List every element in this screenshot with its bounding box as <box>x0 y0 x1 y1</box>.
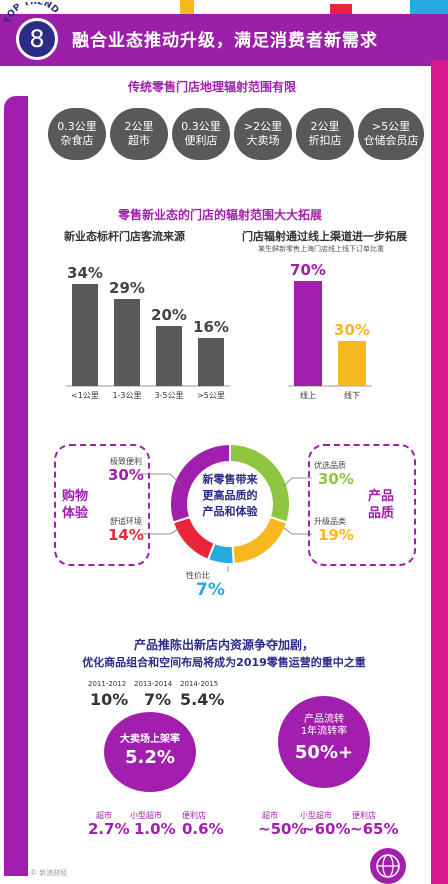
slice-label-category: 升级品类 <box>314 517 346 526</box>
product-quality-box <box>308 444 416 566</box>
decor-square <box>180 0 194 14</box>
decor-square <box>410 0 448 14</box>
turnover-line1: 产品流转 <box>304 714 344 725</box>
shopping-experience-box <box>54 444 150 566</box>
right-rail <box>431 60 448 884</box>
year-label-2013: 2013-2014 <box>134 680 173 688</box>
right-bar-chart: 70% 线上 30% 线下 <box>288 261 372 400</box>
bar-category-label-0: <1公里 <box>71 391 99 400</box>
bar-1 <box>114 299 140 386</box>
trend-number: 8 <box>16 18 58 60</box>
slice-value-category: 19% <box>318 526 354 544</box>
year-value-2014: 5.4% <box>180 690 225 709</box>
decor-square <box>330 4 352 14</box>
slice-value-quality: 30% <box>318 470 354 488</box>
chip-supermarket: 2公里 超市 <box>110 108 168 160</box>
bar-category-label-0: 线上 <box>300 390 316 400</box>
bar-value-label-1: 30% <box>334 321 370 339</box>
chip-hypermarket: >2公里 大卖场 <box>234 108 292 160</box>
left-rail <box>4 96 28 876</box>
right-small-label-1: 小型超市 <box>300 811 332 820</box>
chip-discount-store: 2公里 折扣店 <box>296 108 354 160</box>
donut-slice-4 <box>169 442 231 524</box>
section4-title-line2: 优化商品组合和空间布局将成为2019零售运营的重中之重 <box>82 656 366 669</box>
right-chart-title: 门店辐射通过线上渠道进一步拓展 <box>242 230 407 243</box>
bar-category-label-1: 1-3公里 <box>112 391 141 400</box>
year-value-2011: 10% <box>90 690 129 709</box>
right-small-value-1: ~60% <box>302 820 351 838</box>
left-small-label-1: 小型超市 <box>130 811 162 820</box>
section2-title: 零售新业态的门店的辐射范围大大拓展 <box>118 208 323 222</box>
globe-icon <box>370 848 406 884</box>
left-small-value-1: 1.0% <box>134 820 176 838</box>
right-small-value-0: ~50% <box>258 820 307 838</box>
bar-value-label-0: 70% <box>290 261 326 279</box>
slice-label-convenience: 极致便利 <box>110 457 142 466</box>
header-band <box>0 14 448 66</box>
hypermarket-value: 5.2% <box>125 747 175 768</box>
chip-convenience-store: 0.3公里 便利店 <box>172 108 230 160</box>
turnover-value: 50%+ <box>294 742 354 763</box>
bar-category-label-3: >5公里 <box>197 391 225 400</box>
section1-title: 传统零售门店地理辐射范围有限 <box>128 80 297 94</box>
turnover-circle: 产品流转 1年流转率 50%+ <box>278 696 370 788</box>
bar-value-label-2: 20% <box>151 306 187 324</box>
bar-value-label-3: 16% <box>193 318 229 336</box>
slice-value-environment: 14% <box>108 526 144 544</box>
trend-badge: TOP TREND 8 <box>3 2 65 68</box>
year-value-2013: 7% <box>144 690 172 709</box>
left-small-value-2: 0.6% <box>182 820 224 838</box>
left-small-label-0: 超市 <box>96 811 112 820</box>
bar-0 <box>294 281 322 386</box>
donut-center-text: 新零售带来 更高品质的 产品和体验 <box>202 473 258 518</box>
chip-convenience-grocery: 0.3公里 杂食店 <box>48 108 106 160</box>
shopping-experience-label: 购物 体验 <box>61 489 88 521</box>
section4-title-line1: 产品推陈出新店内资源争夺加剧， <box>133 638 314 652</box>
slice-label-environment: 舒适环境 <box>110 517 142 526</box>
chip-warehouse-club: >5公里 仓储会员店 <box>358 108 424 160</box>
year-label-2014: 2014-2015 <box>180 680 219 688</box>
donut-chart <box>169 442 291 565</box>
left-bar-chart: 34% <1公里 29% 1-3公里 20% 3-5公里 16% >5公里 <box>66 264 230 400</box>
right-small-label-0: 超市 <box>262 811 278 820</box>
bar-value-label-0: 34% <box>67 264 103 282</box>
bar-category-label-1: 线下 <box>344 390 360 400</box>
slice-label-quality: 优选品质 <box>314 461 346 470</box>
bar-3 <box>198 338 224 386</box>
page-title: 融合业态推动升级，满足消费者新需求 <box>72 31 378 51</box>
left-small-label-2: 便利店 <box>182 811 206 820</box>
hypermarket-label: 大卖场上架率 <box>120 734 180 745</box>
bar-category-label-2: 3-5公里 <box>154 391 183 400</box>
store-radius-chips: 0.3公里 杂食店 2公里 超市 0.3公里 便利店 >2公里 大卖场 2公里 折扣店 >… <box>48 108 428 164</box>
footer-credit: © 新浪财经 <box>30 869 68 877</box>
turnover-line2: 1年流转率 <box>300 726 348 737</box>
product-quality-label: 产品 品质 <box>367 489 394 521</box>
bar-0 <box>72 284 98 386</box>
left-chart-title: 新业态标杆门店客流来源 <box>64 230 185 243</box>
slice-label-value: 性价比 <box>186 571 210 580</box>
right-chart-note: 某生鲜新零售上海门店线上线下订单比重 <box>258 245 384 253</box>
left-small-value-0: 2.7% <box>88 820 130 838</box>
right-small-value-2: ~65% <box>350 820 399 838</box>
right-small-label-2: 便利店 <box>352 811 376 820</box>
slice-value-value: 7% <box>196 580 225 600</box>
hypermarket-circle: 大卖场上架率 5.2% <box>104 712 196 792</box>
bar-1 <box>338 341 366 386</box>
bar-2 <box>156 326 182 386</box>
year-label-2011: 2011-2012 <box>88 680 127 688</box>
bar-value-label-1: 29% <box>109 279 145 297</box>
slice-value-convenience: 30% <box>108 466 144 484</box>
